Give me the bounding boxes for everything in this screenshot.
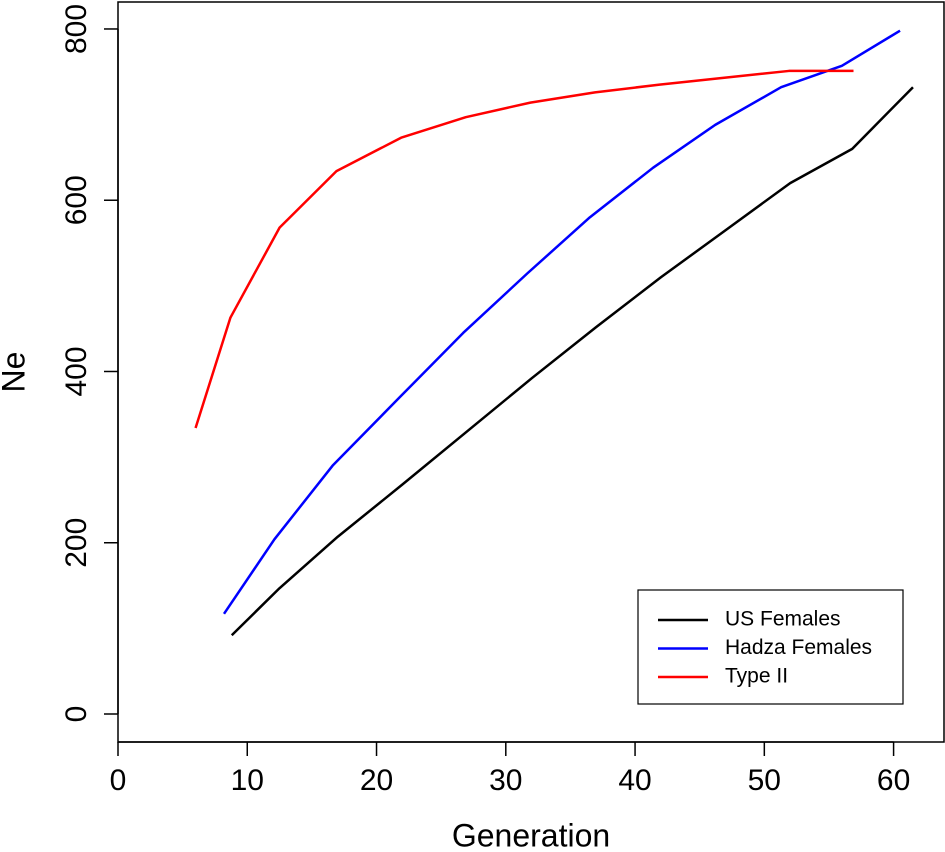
y-tick-label: 0 (60, 706, 93, 723)
legend-box (637, 589, 904, 705)
x-tick-label: 50 (748, 764, 781, 797)
x-tick-label: 10 (231, 764, 264, 797)
series-line (194, 69, 854, 429)
series-line (230, 86, 914, 637)
series-line (222, 29, 901, 615)
x-tick-label: 0 (110, 764, 127, 797)
x-tick-label: 40 (618, 764, 651, 797)
legend-label: US Females (725, 608, 841, 631)
y-tick-label: 200 (60, 518, 93, 568)
x-tick-label: 20 (360, 764, 393, 797)
y-tick-label: 600 (60, 175, 93, 225)
legend-label: Type II (725, 665, 788, 688)
x-tick-label: 60 (877, 764, 910, 797)
legend-label: Hadza Females (725, 636, 872, 659)
y-tick-label: 400 (60, 346, 93, 396)
y-axis-title: Ne (0, 352, 31, 393)
y-tick-label: 800 (60, 4, 93, 54)
x-axis-title: Generation (452, 817, 610, 852)
x-tick-label: 30 (489, 764, 522, 797)
